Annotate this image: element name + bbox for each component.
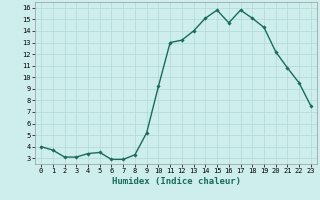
X-axis label: Humidex (Indice chaleur): Humidex (Indice chaleur) (111, 177, 241, 186)
